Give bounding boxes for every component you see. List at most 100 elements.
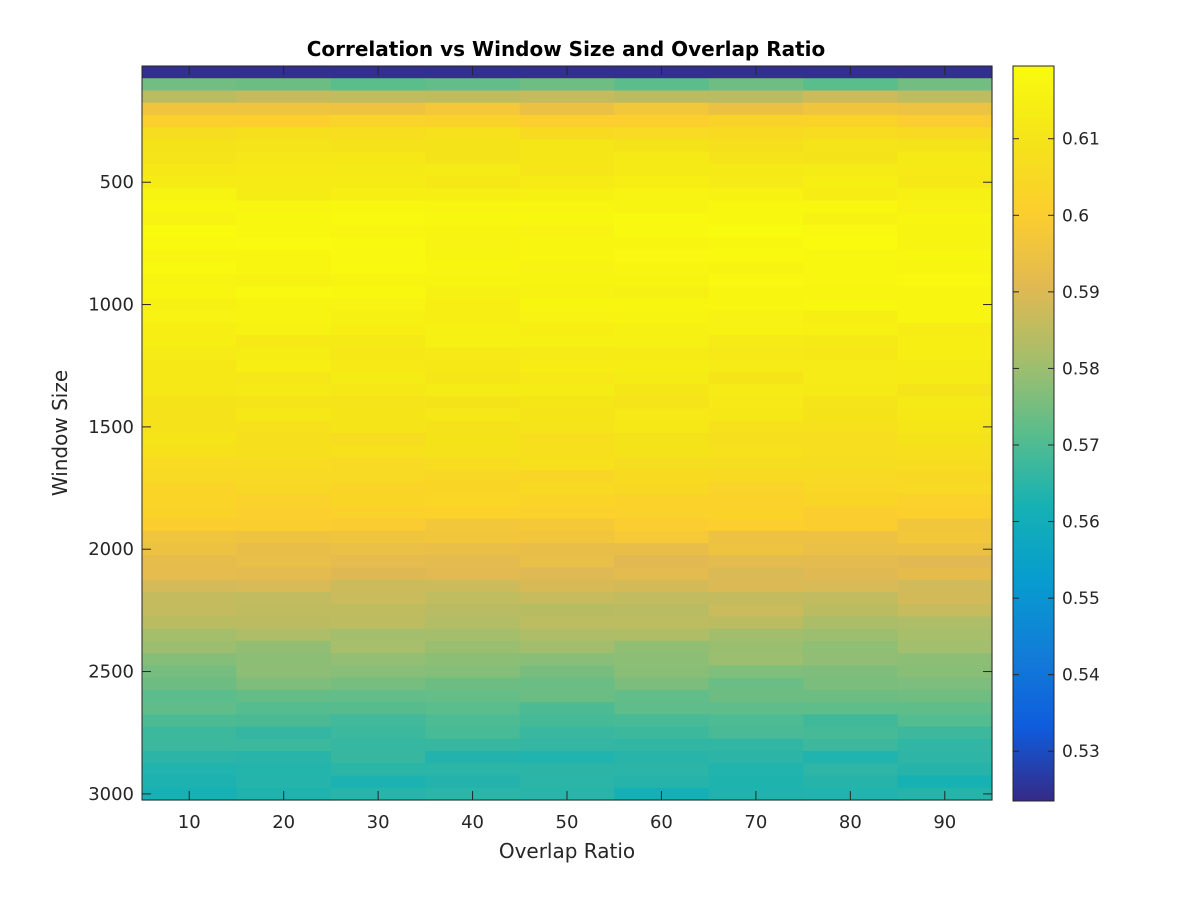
heatmap-cell bbox=[330, 310, 426, 324]
heatmap-cell bbox=[425, 384, 521, 397]
heatmap-cell bbox=[803, 751, 899, 764]
heatmap-cell bbox=[897, 604, 993, 618]
heatmap-cell bbox=[708, 371, 804, 385]
heatmap-cell bbox=[708, 322, 804, 336]
heatmap-cell bbox=[803, 163, 899, 177]
heatmap-cell bbox=[803, 604, 899, 618]
heatmap-cell bbox=[425, 261, 521, 275]
heatmap-cell bbox=[330, 445, 426, 459]
colorbar-tick-label: 0.58 bbox=[1062, 359, 1100, 379]
heatmap-cell bbox=[519, 188, 615, 202]
heatmap-cell bbox=[330, 212, 426, 226]
heatmap-cell bbox=[330, 714, 426, 728]
heatmap-cell bbox=[614, 188, 710, 202]
heatmap-cell bbox=[236, 322, 332, 336]
heatmap-cell bbox=[803, 78, 899, 92]
heatmap-cell bbox=[425, 481, 521, 495]
heatmap-cell bbox=[142, 763, 238, 777]
heatmap-cell bbox=[519, 212, 615, 226]
heatmap-cell bbox=[236, 604, 332, 618]
heatmap-cell bbox=[330, 677, 426, 691]
heatmap-cell bbox=[236, 530, 332, 544]
heatmap-cell bbox=[142, 689, 238, 703]
heatmap-cell bbox=[708, 506, 804, 520]
chart-title: Correlation vs Window Size and Overlap R… bbox=[307, 37, 826, 61]
heatmap-cell bbox=[708, 176, 804, 189]
heatmap-cell bbox=[142, 261, 238, 275]
heatmap-cell bbox=[330, 726, 426, 740]
heatmap-cell bbox=[425, 176, 521, 189]
heatmap-cell bbox=[708, 567, 804, 581]
heatmap-cell bbox=[614, 751, 710, 764]
heatmap-cell bbox=[330, 775, 426, 789]
heatmap-cell bbox=[708, 775, 804, 789]
colorbar-tick-label: 0.61 bbox=[1062, 130, 1100, 150]
heatmap-cell bbox=[425, 543, 521, 556]
heatmap-cell bbox=[614, 457, 710, 471]
heatmap-cell bbox=[614, 273, 710, 287]
heatmap-cell bbox=[708, 114, 804, 128]
heatmap-cell bbox=[236, 420, 332, 434]
heatmap-cell bbox=[330, 225, 426, 238]
heatmap-cell bbox=[330, 359, 426, 373]
heatmap-cell bbox=[142, 114, 238, 128]
heatmap-cell bbox=[897, 139, 993, 153]
heatmap-cell bbox=[330, 543, 426, 556]
heatmap-cell bbox=[614, 249, 710, 263]
heatmap-cell bbox=[519, 420, 615, 434]
heatmap-cell bbox=[897, 396, 993, 410]
heatmap-cell bbox=[708, 604, 804, 618]
heatmap-cell bbox=[519, 408, 615, 422]
heatmap-cell bbox=[236, 469, 332, 483]
heatmap-cell bbox=[803, 677, 899, 691]
heatmap-cell bbox=[425, 616, 521, 630]
heatmap-cell bbox=[236, 139, 332, 153]
heatmap-cell bbox=[330, 494, 426, 507]
heatmap-cell bbox=[519, 689, 615, 703]
heatmap-cell bbox=[236, 286, 332, 300]
heatmap-cell bbox=[330, 322, 426, 336]
heatmap-cell bbox=[614, 384, 710, 397]
heatmap-cell bbox=[897, 640, 993, 654]
y-axis-label: Window Size bbox=[48, 370, 72, 496]
heatmap-cell bbox=[236, 151, 332, 165]
y-tick-label: 2000 bbox=[88, 539, 134, 560]
heatmap-cell bbox=[614, 163, 710, 177]
heatmap-cell bbox=[236, 102, 332, 116]
heatmap-cell bbox=[897, 702, 993, 715]
heatmap-cell bbox=[236, 396, 332, 410]
heatmap-cell bbox=[425, 714, 521, 728]
heatmap-cell bbox=[330, 176, 426, 189]
heatmap-cell bbox=[142, 653, 238, 667]
heatmap-cell bbox=[519, 139, 615, 153]
y-axis: 500 1000 1500 2000 2500 3000 bbox=[88, 172, 992, 805]
heatmap-cell bbox=[803, 408, 899, 422]
heatmap-cell bbox=[236, 188, 332, 202]
heatmap-cell bbox=[614, 408, 710, 422]
heatmap-cell bbox=[803, 457, 899, 471]
heatmap-cell bbox=[236, 200, 332, 214]
heatmap-cell bbox=[142, 433, 238, 446]
heatmap-cell bbox=[142, 322, 238, 336]
heatmap-cell bbox=[330, 335, 426, 348]
heatmap-cell bbox=[519, 433, 615, 446]
heatmap-cell bbox=[330, 90, 426, 104]
heatmap-cell bbox=[236, 518, 332, 532]
heatmap-cell bbox=[236, 579, 332, 593]
heatmap-cell bbox=[519, 384, 615, 397]
heatmap-cell bbox=[519, 738, 615, 752]
heatmap-cell bbox=[803, 396, 899, 410]
heatmap-cell bbox=[425, 494, 521, 507]
y-tick-label: 1500 bbox=[88, 417, 134, 438]
heatmap-cell bbox=[803, 445, 899, 459]
heatmap-cell bbox=[142, 212, 238, 226]
heatmap-cell bbox=[236, 273, 332, 287]
colorbar-tick-label: 0.55 bbox=[1062, 589, 1100, 609]
heatmap-cell bbox=[614, 689, 710, 703]
heatmap-cell bbox=[330, 506, 426, 520]
heatmap-cell bbox=[708, 420, 804, 434]
heatmap-cell bbox=[425, 408, 521, 422]
heatmap-cell bbox=[897, 445, 993, 459]
heatmap-cell bbox=[614, 139, 710, 153]
heatmap-cell bbox=[330, 640, 426, 654]
